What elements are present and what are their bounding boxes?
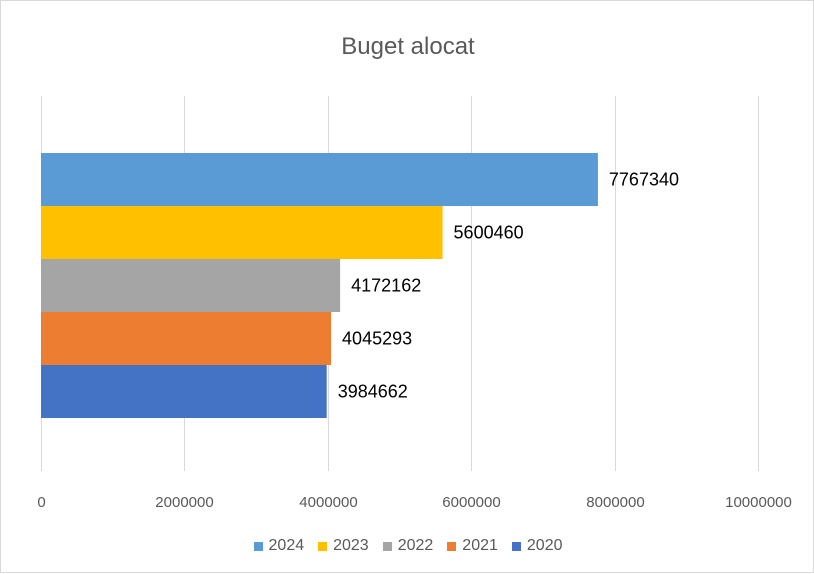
legend-swatch <box>253 541 263 551</box>
legend-label: 2024 <box>268 537 305 554</box>
legend-swatch <box>447 541 457 551</box>
chart-title: Buget alocat <box>341 33 475 60</box>
bar-2020 <box>41 365 327 418</box>
legend-label: 2023 <box>333 537 369 554</box>
data-label-2020: 3984662 <box>338 382 408 402</box>
bars <box>41 153 598 418</box>
data-label-2024: 7767340 <box>609 170 679 190</box>
x-tick-label: 6000000 <box>442 494 500 511</box>
x-tick-label: 2000000 <box>155 494 213 511</box>
legend-swatch <box>511 541 521 551</box>
bar-2023 <box>41 206 443 259</box>
legend: 2024 2023 2022 2021 2020 <box>1 537 814 555</box>
x-tick-label: 0 <box>37 494 45 511</box>
legend-item-2024: 2024 <box>253 537 305 555</box>
bar-2022 <box>41 259 341 312</box>
data-label-2023: 5600460 <box>454 223 524 243</box>
bar-2024 <box>41 153 598 206</box>
legend-item-2021: 2021 <box>447 537 498 555</box>
x-tick-label: 8000000 <box>586 494 644 511</box>
legend-item-2020: 2020 <box>511 537 563 555</box>
x-tick-label: 10000000 <box>725 494 792 511</box>
data-labels: 7767340 5600460 4172162 4045293 3984662 <box>338 170 679 402</box>
data-label-2022: 4172162 <box>351 276 421 296</box>
legend-swatch <box>382 541 392 551</box>
data-label-2021: 4045293 <box>342 329 412 349</box>
legend-swatch <box>318 541 328 551</box>
legend-item-2023: 2023 <box>318 537 369 555</box>
legend-label: 2021 <box>462 537 498 554</box>
bar-2021 <box>41 312 332 365</box>
legend-item-2022: 2022 <box>382 537 434 555</box>
legend-label: 2022 <box>397 537 434 554</box>
legend-label: 2020 <box>526 537 563 554</box>
x-tick-label: 4000000 <box>299 494 357 511</box>
x-tick-labels: 0 2000000 4000000 6000000 8000000 10000000 <box>37 494 792 511</box>
